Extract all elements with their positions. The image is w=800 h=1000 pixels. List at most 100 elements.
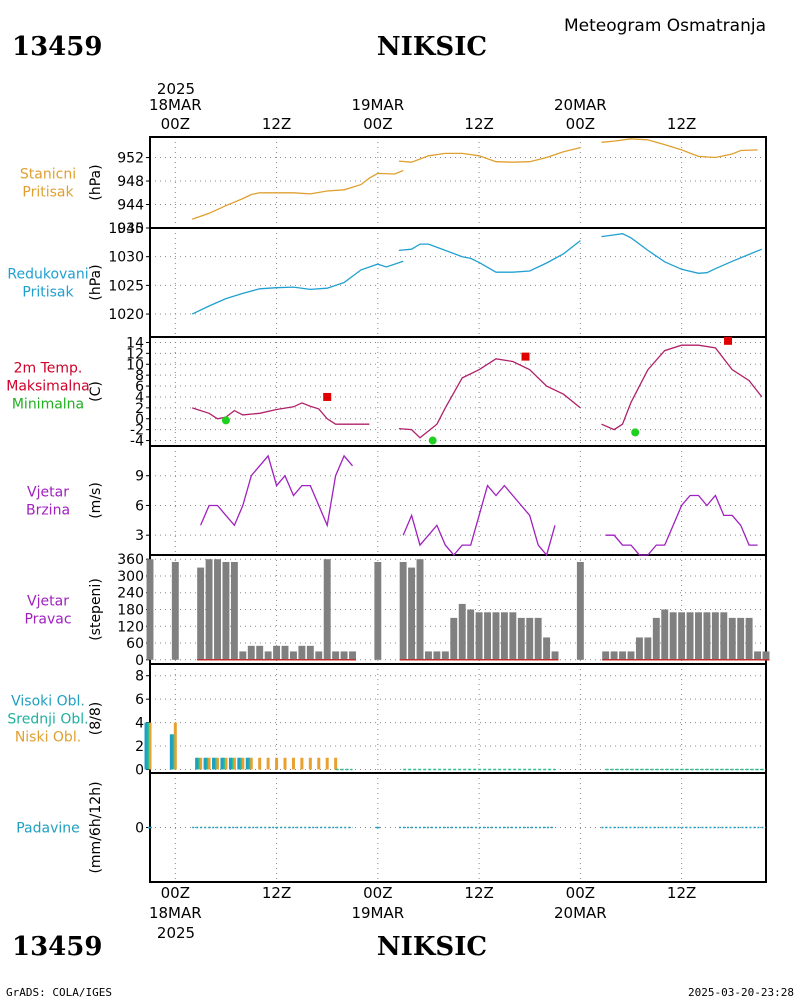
wind-direction-bar	[678, 612, 686, 660]
high-cloud-bar	[220, 757, 224, 770]
panel-frame	[149, 445, 767, 556]
low-cloud-bar	[258, 757, 262, 770]
panel-frame	[149, 136, 767, 229]
high-cloud-bar	[144, 722, 148, 770]
bottom-hour-label: 00Z	[566, 884, 595, 902]
panel-clouds: 8 6 4 2 0 (8/8)Visoki Obl. Srednji Obl. Niski O…	[7, 663, 767, 778]
bottom-hour-label: 00Z	[363, 884, 392, 902]
low-cloud-bar	[266, 757, 270, 770]
wind-direction-bar	[349, 651, 356, 660]
wind-direction-bar	[762, 651, 770, 660]
low-cloud-bar	[334, 757, 338, 770]
y-tick-label: 14	[126, 335, 144, 351]
y-tick-label: 944	[117, 198, 144, 214]
panel-unit-label: (hPa)	[88, 264, 104, 300]
low-cloud-bar	[207, 757, 211, 770]
panel-name-label: Visoki Obl.	[11, 694, 85, 710]
temperature-line	[601, 344, 763, 431]
panel-name-label: Niski Obl.	[15, 730, 81, 746]
y-tick-label: -2	[130, 423, 144, 439]
wind-direction-bar	[526, 617, 534, 660]
y-tick-label: 948	[117, 174, 144, 190]
panel-unit-label: (C)	[88, 381, 104, 402]
high-cloud-bar	[245, 757, 249, 770]
y-tick-label: 0	[135, 412, 144, 428]
wind-direction-bar	[289, 651, 297, 660]
y-tick-label: 1025	[108, 278, 144, 294]
footer-station-id: 13459	[12, 932, 102, 962]
footer-credit: GrADS: COLA/IGES	[6, 986, 112, 999]
wind-speed-line	[200, 454, 353, 528]
low-cloud-bar	[291, 757, 295, 770]
high-cloud-bar	[228, 757, 232, 770]
wind-direction-bar	[239, 651, 247, 660]
wind-speed-line	[605, 494, 758, 556]
wind-direction-bar	[754, 651, 762, 660]
y-tick-label: 6	[135, 498, 144, 514]
wind-direction-bar	[340, 651, 348, 660]
low-cloud-bar	[232, 757, 236, 770]
panel-name-label: Vjetar	[27, 485, 69, 501]
wind-direction-bar	[323, 559, 331, 660]
wind-direction-bar	[458, 603, 466, 660]
panel-unit-label: (mm/6h/12h)	[88, 781, 104, 873]
min-temp-point	[428, 436, 437, 445]
wind-direction-bar	[576, 561, 584, 660]
top-hour-label: 00Z	[161, 115, 190, 133]
low-cloud-bar	[308, 757, 312, 770]
y-tick-label: 240	[117, 586, 144, 602]
y-tick-label: 6	[135, 379, 144, 395]
high-cloud-bar	[203, 757, 207, 770]
top-hour-label: 00Z	[363, 115, 392, 133]
wind-direction-bar	[399, 561, 407, 660]
y-tick-label: 2	[135, 739, 144, 755]
y-tick-label: 360	[117, 552, 144, 568]
station-pressure-line	[601, 138, 758, 159]
y-tick-label: 1035	[108, 221, 144, 237]
low-cloud-bar	[199, 757, 203, 770]
temperature-line	[192, 402, 370, 425]
wind-direction-bar	[475, 612, 483, 660]
wind-direction-bar	[264, 651, 272, 660]
high-cloud-bar	[237, 757, 241, 770]
low-cloud-bar	[216, 757, 220, 770]
top-midday-label: 12Z	[667, 115, 696, 133]
station-pressure-line	[191, 169, 404, 220]
panel-frame	[149, 336, 767, 447]
y-tick-label: 12	[126, 346, 144, 362]
low-cloud-bar	[325, 757, 329, 770]
wind-direction-bar	[205, 559, 213, 660]
high-cloud-bar	[169, 734, 173, 770]
y-tick-label: -4	[130, 434, 144, 450]
panel-wind_speed: 9 6 3 (m/s) Vjetar Brzina	[26, 445, 767, 556]
y-tick-label: 9	[135, 469, 144, 485]
wind-direction-bar	[661, 609, 669, 660]
max-temp-point	[521, 352, 530, 361]
reduced-pressure-line	[601, 233, 763, 274]
footer-timestamp: 2025-03-20-23:28	[688, 986, 794, 999]
y-tick-label: 0	[135, 762, 144, 778]
y-tick-label: 0	[135, 821, 144, 837]
top-year-label: 2025	[157, 80, 195, 98]
panel-name-label: Padavine	[16, 821, 80, 837]
wind-direction-bar	[281, 645, 289, 660]
station-name: NIKSIC	[377, 32, 487, 62]
bottom-midday-label: 12Z	[464, 884, 493, 902]
wind-direction-bar	[450, 617, 458, 660]
reduced-pressure-line	[191, 260, 404, 315]
wind-direction-bar	[543, 637, 551, 660]
y-tick-label: 1020	[108, 307, 144, 323]
wind-direction-bar	[728, 617, 736, 660]
reduced-pressure-line	[398, 240, 581, 273]
wind-direction-bar	[273, 645, 281, 660]
max-temp-point	[323, 392, 332, 401]
wind-direction-bar	[711, 612, 719, 660]
station-pressure-line	[398, 146, 581, 163]
low-cloud-bar	[283, 757, 287, 770]
panel-unit-label: (m/s)	[88, 482, 104, 519]
y-tick-label: 4	[135, 716, 144, 732]
top-date-label: 20MAR	[554, 96, 607, 114]
low-cloud-bar	[300, 757, 304, 770]
low-cloud-bar	[148, 722, 152, 770]
wind-direction-bar	[197, 567, 205, 660]
